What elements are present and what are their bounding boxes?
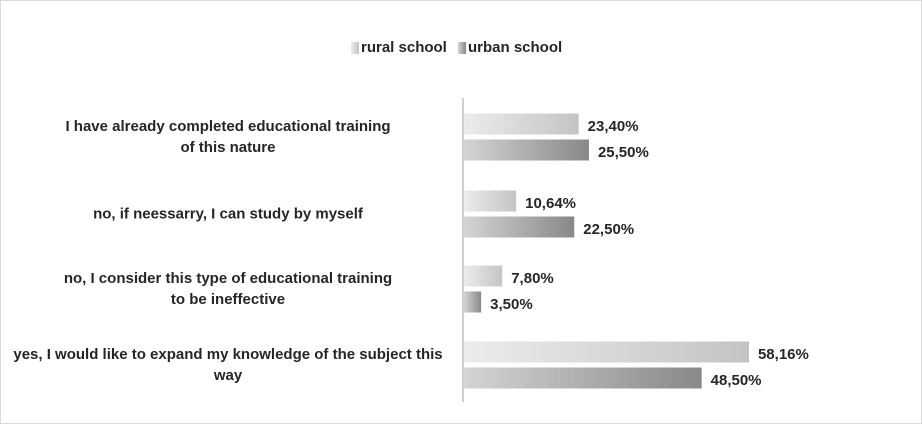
value-label: 7,80% <box>511 270 554 287</box>
value-label: 48,50% <box>711 372 762 389</box>
legend-swatch <box>458 42 466 54</box>
category-label: no, I consider this type of educational … <box>63 270 393 308</box>
legend-swatch <box>351 42 359 54</box>
value-label: 10,64% <box>525 195 576 212</box>
value-label: 58,16% <box>758 346 809 363</box>
value-label: 23,40% <box>588 118 639 135</box>
legend-label: rural school <box>361 39 447 56</box>
bar <box>464 190 517 212</box>
category-label: yes, I would like to expand my knowledge… <box>13 346 443 384</box>
legend-label: urban school <box>468 39 562 56</box>
bar <box>464 113 579 135</box>
value-label: 22,50% <box>583 221 634 238</box>
bar <box>464 139 589 161</box>
value-label: 3,50% <box>490 296 533 313</box>
bar <box>464 341 749 363</box>
bar <box>464 367 702 389</box>
category-label: no, if neessarry, I can study by myself <box>93 205 363 223</box>
category-label: I have already completed educational tra… <box>65 118 391 156</box>
value-label: 25,50% <box>598 144 649 161</box>
bar <box>464 265 503 287</box>
bar <box>464 291 482 313</box>
bar <box>464 216 575 238</box>
